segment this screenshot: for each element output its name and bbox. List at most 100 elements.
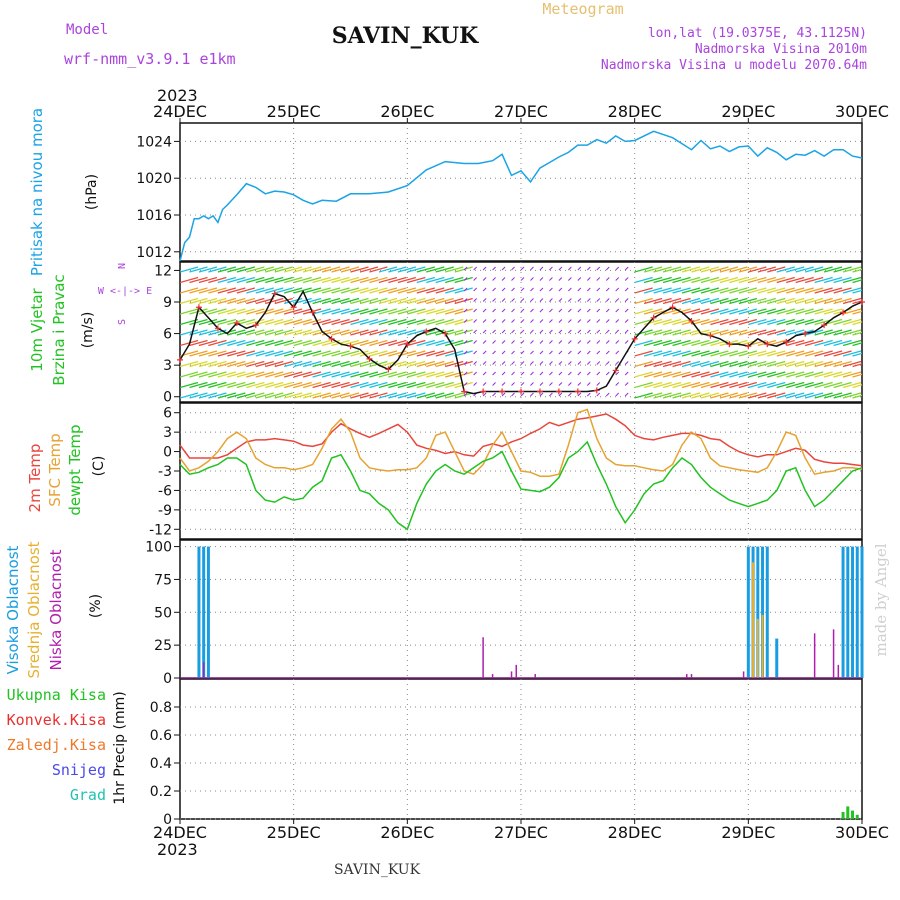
wind-barb	[227, 339, 246, 347]
time-label-top: 29DEC	[721, 102, 775, 121]
wind-barb	[729, 276, 748, 284]
wind-barb	[549, 371, 553, 376]
meteogram-title: Meteogram	[542, 0, 623, 18]
wind-barb	[255, 287, 274, 294]
wind-barb	[388, 308, 407, 315]
wind-barb	[246, 392, 265, 399]
wind-barb	[624, 277, 629, 281]
wind-barb	[416, 266, 435, 273]
wind-barb	[520, 266, 525, 271]
wind-barb	[426, 360, 445, 368]
wind-barb	[615, 392, 620, 397]
wind-barb	[568, 266, 572, 271]
wind-barb	[738, 392, 758, 399]
wind-barb	[558, 266, 563, 271]
wind-barb	[615, 287, 620, 292]
wind-barb	[719, 381, 739, 389]
wind-barb	[482, 329, 487, 334]
wind-barb	[691, 276, 710, 284]
wind-barb	[596, 319, 601, 323]
wind-barb	[842, 392, 862, 399]
wind-barb	[558, 382, 563, 386]
wind-barb	[729, 266, 748, 273]
wind-barb	[776, 392, 795, 399]
wind-barb	[454, 287, 473, 294]
wind-barb	[208, 318, 227, 326]
wind-barb	[672, 329, 691, 336]
wind-barb	[719, 287, 739, 294]
wind-barb	[643, 392, 663, 399]
wind-barb	[369, 350, 388, 357]
wind-barb	[624, 361, 629, 365]
wind-barb	[274, 318, 293, 326]
wind-barb	[198, 318, 218, 326]
wind-barb	[539, 382, 544, 386]
wind-barb	[795, 287, 814, 294]
wind-barb	[852, 384, 862, 389]
wind-barb	[823, 392, 843, 399]
wind-barb	[738, 318, 758, 326]
wind-barb	[605, 392, 610, 397]
wind-barb	[624, 329, 629, 334]
wind-marker	[271, 290, 278, 297]
wind-barb	[189, 297, 208, 305]
wind-barb	[350, 287, 369, 294]
precip-legend-snow: Snijeg	[52, 761, 106, 779]
wind-barb	[340, 276, 360, 284]
wind-barb	[482, 382, 487, 386]
wind-barb	[293, 266, 312, 273]
wind-barb	[643, 266, 663, 273]
wind-barb	[321, 318, 341, 326]
wind-barb	[842, 287, 862, 294]
wind-barb	[549, 361, 553, 365]
wind-barb	[757, 371, 776, 378]
wind-barb	[700, 339, 720, 347]
precip-bar	[855, 814, 859, 819]
wind-barb	[738, 297, 758, 305]
ytick-label: 6	[163, 327, 172, 343]
wind-barb	[842, 360, 862, 368]
high-cloud-bar	[860, 546, 864, 678]
wind-barb	[388, 339, 407, 347]
precip-legend-hail: Grad	[70, 786, 106, 804]
wind-barb	[482, 308, 487, 313]
wind-barb	[596, 361, 601, 365]
temp-label-2m: 2m Temp	[26, 444, 44, 513]
wind-barb	[586, 382, 591, 386]
wind-barb	[236, 297, 255, 305]
wind-barb	[823, 371, 843, 378]
wind-barb	[369, 381, 388, 389]
wind-barb	[549, 392, 553, 397]
wind-barb	[378, 266, 398, 273]
wind-barb	[445, 297, 464, 305]
wind-barb	[340, 371, 360, 378]
wind-barb	[586, 308, 591, 313]
wind-barb	[217, 308, 237, 315]
wind-marker	[404, 341, 411, 348]
wind-barb	[378, 329, 398, 336]
high-cloud-bar	[765, 546, 769, 678]
wind-barbs	[180, 266, 862, 399]
wind-barb	[180, 339, 199, 347]
wind-marker	[821, 322, 828, 329]
wind-barb	[539, 319, 544, 323]
wind-barb	[492, 308, 496, 313]
wind-barb	[700, 276, 720, 284]
high-cloud-bar	[846, 546, 850, 678]
wind-barb	[520, 298, 525, 302]
wind-barb	[217, 287, 237, 294]
wind-barb	[776, 350, 795, 357]
wind-barb	[350, 297, 369, 305]
wind-barb	[482, 350, 487, 355]
wind-barb	[795, 297, 814, 305]
wind-barb	[445, 339, 464, 347]
time-label-bottom: 29DEC	[721, 823, 775, 842]
wind-barb	[426, 339, 445, 347]
wind-barb	[549, 329, 553, 334]
high-cloud-bar	[206, 546, 210, 678]
wind-barb	[568, 382, 572, 386]
time-label-bottom: 26DEC	[380, 823, 434, 842]
wind-barb	[208, 381, 227, 389]
wind-marker	[593, 387, 600, 394]
wind-barb	[217, 360, 237, 368]
